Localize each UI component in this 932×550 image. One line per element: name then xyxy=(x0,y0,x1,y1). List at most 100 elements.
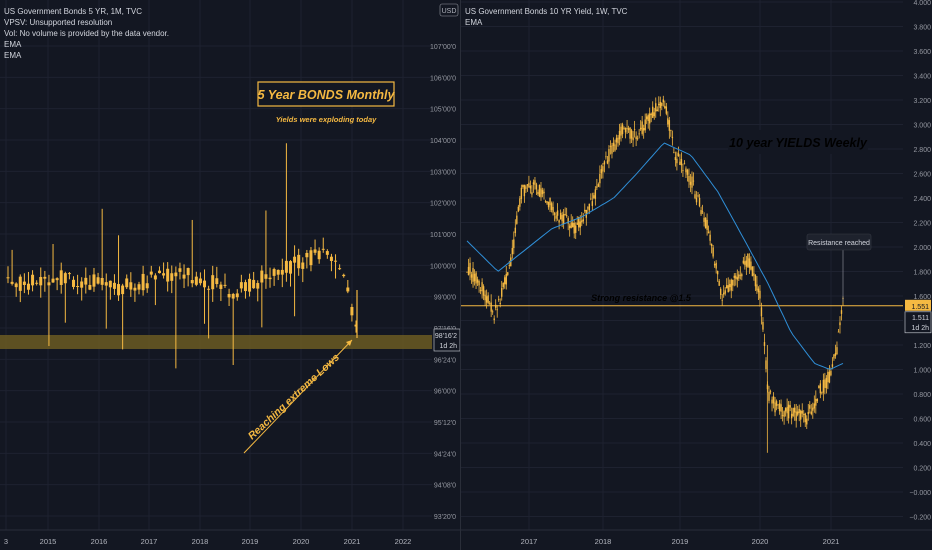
candle-body xyxy=(555,215,557,219)
candle-body xyxy=(712,247,714,257)
candle-body xyxy=(710,243,713,247)
candle-body xyxy=(288,261,292,274)
candle-body xyxy=(572,222,574,228)
candle-body xyxy=(590,198,592,200)
candle-body xyxy=(614,144,616,151)
candle-body xyxy=(649,113,651,124)
candle-body xyxy=(198,278,202,284)
candle-body xyxy=(141,273,145,291)
candle-body xyxy=(293,256,297,263)
candle-body xyxy=(588,203,591,211)
candle-body xyxy=(656,109,658,112)
left-subtitle-text: Yields were exploding today xyxy=(276,115,377,124)
right-legend-symbol[interactable]: US Government Bonds 10 YR Yield, 1W, TVC xyxy=(465,7,628,16)
resistance-label: Strong resistance @1.5 xyxy=(591,293,692,303)
candle-body xyxy=(680,159,683,166)
candle-body xyxy=(796,411,799,415)
candle-body xyxy=(784,408,787,412)
right-price-tick: 1.800 xyxy=(913,270,931,277)
left-time-tick: 2017 xyxy=(141,537,158,546)
candle-body xyxy=(145,283,149,289)
candle-body xyxy=(682,170,684,171)
candle-body xyxy=(591,201,594,206)
candle-body xyxy=(815,398,817,406)
candle-body xyxy=(485,296,488,303)
candle-body xyxy=(800,410,802,420)
candle-body xyxy=(338,268,342,270)
candle-body xyxy=(645,116,648,120)
candle-body xyxy=(638,133,640,135)
candle-body xyxy=(276,269,280,275)
left-legend-ema-1[interactable]: EMA xyxy=(4,40,22,49)
candle-body xyxy=(833,354,835,359)
candle-body xyxy=(763,342,766,346)
candle-body xyxy=(514,227,517,233)
candle-body xyxy=(760,307,763,317)
pane-divider[interactable] xyxy=(460,0,461,550)
candle-body xyxy=(602,166,604,172)
right-chart-pane[interactable]: Strong resistance @1.5 Resistance reached… xyxy=(461,0,932,550)
candle-body xyxy=(76,286,80,288)
candle-body xyxy=(809,405,811,409)
candle-body xyxy=(227,294,231,298)
candle-body xyxy=(207,288,211,290)
candle-body xyxy=(568,225,571,229)
candle-body xyxy=(488,303,491,305)
candle-body xyxy=(668,120,671,131)
left-time-tick: 2021 xyxy=(344,537,361,546)
candle-body xyxy=(470,274,473,278)
candle-body xyxy=(695,197,698,203)
candle-body xyxy=(10,281,14,284)
currency-badge-text: USD xyxy=(442,8,457,15)
right-price-axis-bg xyxy=(904,0,932,550)
right-price-tick: 1.000 xyxy=(913,368,931,375)
candle-body xyxy=(789,405,791,408)
candle-body xyxy=(715,262,717,269)
candle-body xyxy=(532,182,535,185)
candle-body xyxy=(481,282,483,292)
candle-body xyxy=(18,276,22,291)
callout-text: Resistance reached xyxy=(808,240,870,247)
candle-body xyxy=(642,127,645,131)
candle-body xyxy=(517,206,520,212)
candle-body xyxy=(325,251,329,255)
right-price-tick: 0.200 xyxy=(913,466,931,473)
candle-body xyxy=(732,279,734,286)
left-price-tick: 94'24'0 xyxy=(434,451,456,458)
candle-body xyxy=(309,250,313,266)
left-chart-pane[interactable]: 107'00'0 106'00'0 105'00'0 104'00'0 103'00'0… xyxy=(0,0,460,550)
left-legend-symbol[interactable]: US Government Bonds 5 YR, 1M, TVC xyxy=(4,7,142,16)
candle-body xyxy=(644,119,646,131)
candle-body xyxy=(174,272,178,277)
left-price-tick: 101'00'0 xyxy=(430,232,456,239)
candle-body xyxy=(498,299,500,301)
candle-body xyxy=(713,263,716,266)
left-legend-ema-2[interactable]: EMA xyxy=(4,51,22,60)
candle-body xyxy=(775,401,778,406)
currency-badge[interactable]: USD xyxy=(439,3,459,17)
candle-body xyxy=(529,185,532,189)
candle-body xyxy=(100,277,104,285)
candle-body xyxy=(252,279,256,289)
left-chart-canvas[interactable]: 107'00'0 106'00'0 105'00'0 104'00'0 103'00'0… xyxy=(0,0,460,550)
candle-body xyxy=(754,275,757,287)
candle-body xyxy=(578,217,580,228)
candle-body xyxy=(317,250,321,260)
candle-body xyxy=(537,191,539,195)
candle-body xyxy=(822,379,825,393)
left-price-tick: 99'00'0 xyxy=(434,295,456,302)
candle-body xyxy=(685,168,687,173)
candle-body xyxy=(39,276,43,286)
candle-body xyxy=(547,201,550,208)
candle-body xyxy=(769,391,772,393)
right-price-tick: 3.000 xyxy=(913,123,931,130)
right-chart-canvas[interactable]: Strong resistance @1.5 Resistance reached… xyxy=(461,0,932,550)
candle-body xyxy=(744,261,746,265)
candle-body xyxy=(806,418,808,425)
candle-body xyxy=(305,252,309,258)
left-title-text: 5 Year BONDS Monthly xyxy=(258,88,396,102)
candle-body xyxy=(747,253,749,267)
right-legend-ema[interactable]: EMA xyxy=(465,18,483,27)
candle-body xyxy=(513,239,515,249)
candle-body xyxy=(624,128,627,133)
